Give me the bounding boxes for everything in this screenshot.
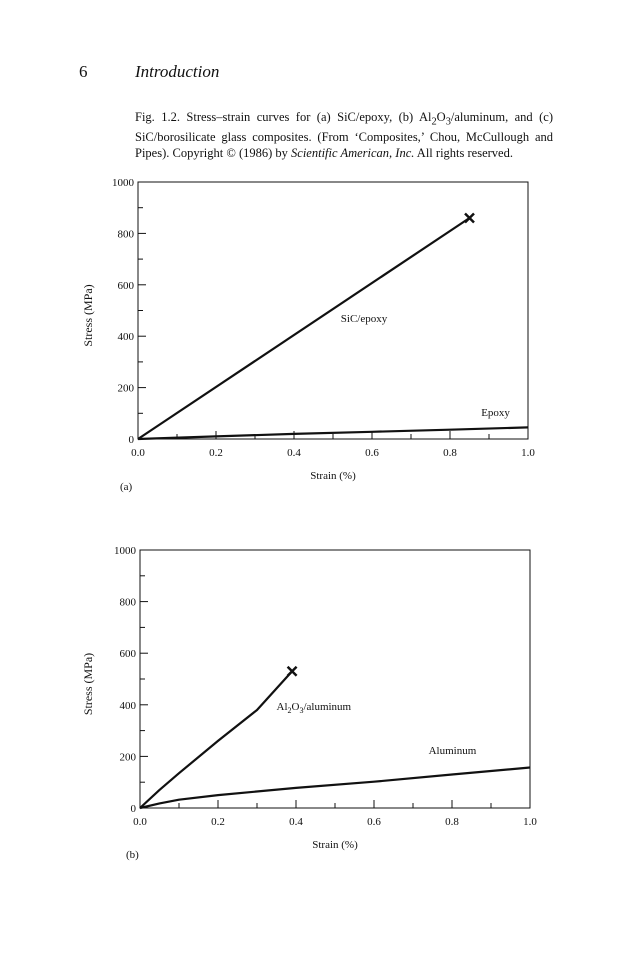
caption-text-2: O [436,110,446,124]
chart-a-x-tick-label: 0.8 [443,447,457,459]
chart-b-failure-marker-0 [286,665,298,677]
chart-b-y-axis-label: Stress (MPa) [81,653,95,715]
chart-a-y-tick-label: 200 [118,383,135,395]
chart-a-series-label-1: Epoxy [481,407,510,419]
figure-caption: Fig. 1.2. Stress–strain curves for (a) S… [135,110,553,161]
chart-a-y-tick-label: 600 [118,280,135,292]
failure-marker-stroke [464,212,475,224]
label-text: /aluminum [303,701,351,713]
chart-a-y-tick-label: 1000 [112,177,135,189]
chart-b-series-label-1: Aluminum [429,745,477,757]
chart-b-x-tick-label: 0.4 [289,816,303,828]
label-subscript: 2 [288,706,292,715]
figure-a: 0 200 400 600 800 1000 0.0 0.2 0.4 0.6 0.8 1.0 Strai… [0,170,633,500]
chart-a-x-tick-label: 1.0 [521,447,535,459]
chart-b-x-tick-label: 1.0 [523,816,537,828]
chart-b-series-line-0 [139,670,293,809]
page-number: 6 [79,62,88,81]
chart-a-y-tick-label: 400 [118,331,135,343]
chart-b-y-tick-label: 600 [120,648,137,660]
chart-a-y-tick-label: 800 [118,228,135,240]
chart-b-y-tick-label: 400 [120,700,137,712]
chart-a-series-line-1 [137,426,529,441]
chart-a-x-tick-label: 0.6 [365,447,379,459]
caption-publisher: Scientific American, Inc. [291,145,415,160]
chart-a-y-axis-label: Stress (MPa) [81,284,95,346]
caption-subscript-2: 3 [445,116,451,128]
chart-b-x-tick-label: 0.0 [133,816,147,828]
label-text: O [292,701,300,713]
chart-b-y-tick-label: 0 [131,803,137,815]
chart-b-y-tick-label: 1000 [114,545,137,557]
caption-text-4: All rights reserved. [414,145,513,160]
caption-subscript-1: 2 [431,116,437,128]
chart-a-series-line-0 [137,217,471,440]
failure-marker-stroke [286,665,298,677]
chart-a-x-tick-label: 0.2 [209,447,223,459]
chart-b-panel-label: (b) [126,849,139,861]
chart-b-plot-frame [139,549,531,809]
caption-text-1: Fig. 1.2. Stress–strain curves for (a) S… [135,110,432,124]
running-head: Introduction [135,62,220,81]
chart-a-series-label-0: SiC/epoxy [341,313,388,325]
chart-b-x-tick-label: 0.8 [445,816,459,828]
chart-a-y-tick-label: 0 [129,434,135,446]
chart-a-failure-marker-0 [464,212,475,224]
label-text: Al [277,701,288,713]
caption-text-3: /aluminum, and (c) SiC/borosilicate glas… [135,110,553,160]
chart-a-x-tick-label: 0.0 [131,447,145,459]
chart-b-series-line-1 [139,766,531,810]
chart-b-x-tick-label: 0.2 [211,816,225,828]
chart-b-svg: 0 200 400 600 800 1000 0.0 0.2 0.4 0.6 0.8 1.0 Strai… [81,545,537,861]
chart-a-panel-label: (a) [120,481,133,493]
chart-b-series-label-0: Al2O3/aluminum [277,701,352,715]
chart-a-svg: 0 200 400 600 800 1000 0.0 0.2 0.4 0.6 0.8 1.0 Strai… [81,177,535,493]
figure-b: 0 200 400 600 800 1000 0.0 0.2 0.4 0.6 0.8 1.0 Strai… [0,538,633,878]
chart-b-x-axis-label: Strain (%) [312,839,358,851]
chart-b-y-tick-label: 200 [120,751,137,763]
chart-a-x-axis-label: Strain (%) [310,470,356,482]
chart-a-x-tick-label: 0.4 [287,447,301,459]
chart-b-y-tick-label: 800 [120,597,137,609]
chart-b-x-tick-label: 0.6 [367,816,381,828]
label-subscript: 3 [299,706,303,715]
